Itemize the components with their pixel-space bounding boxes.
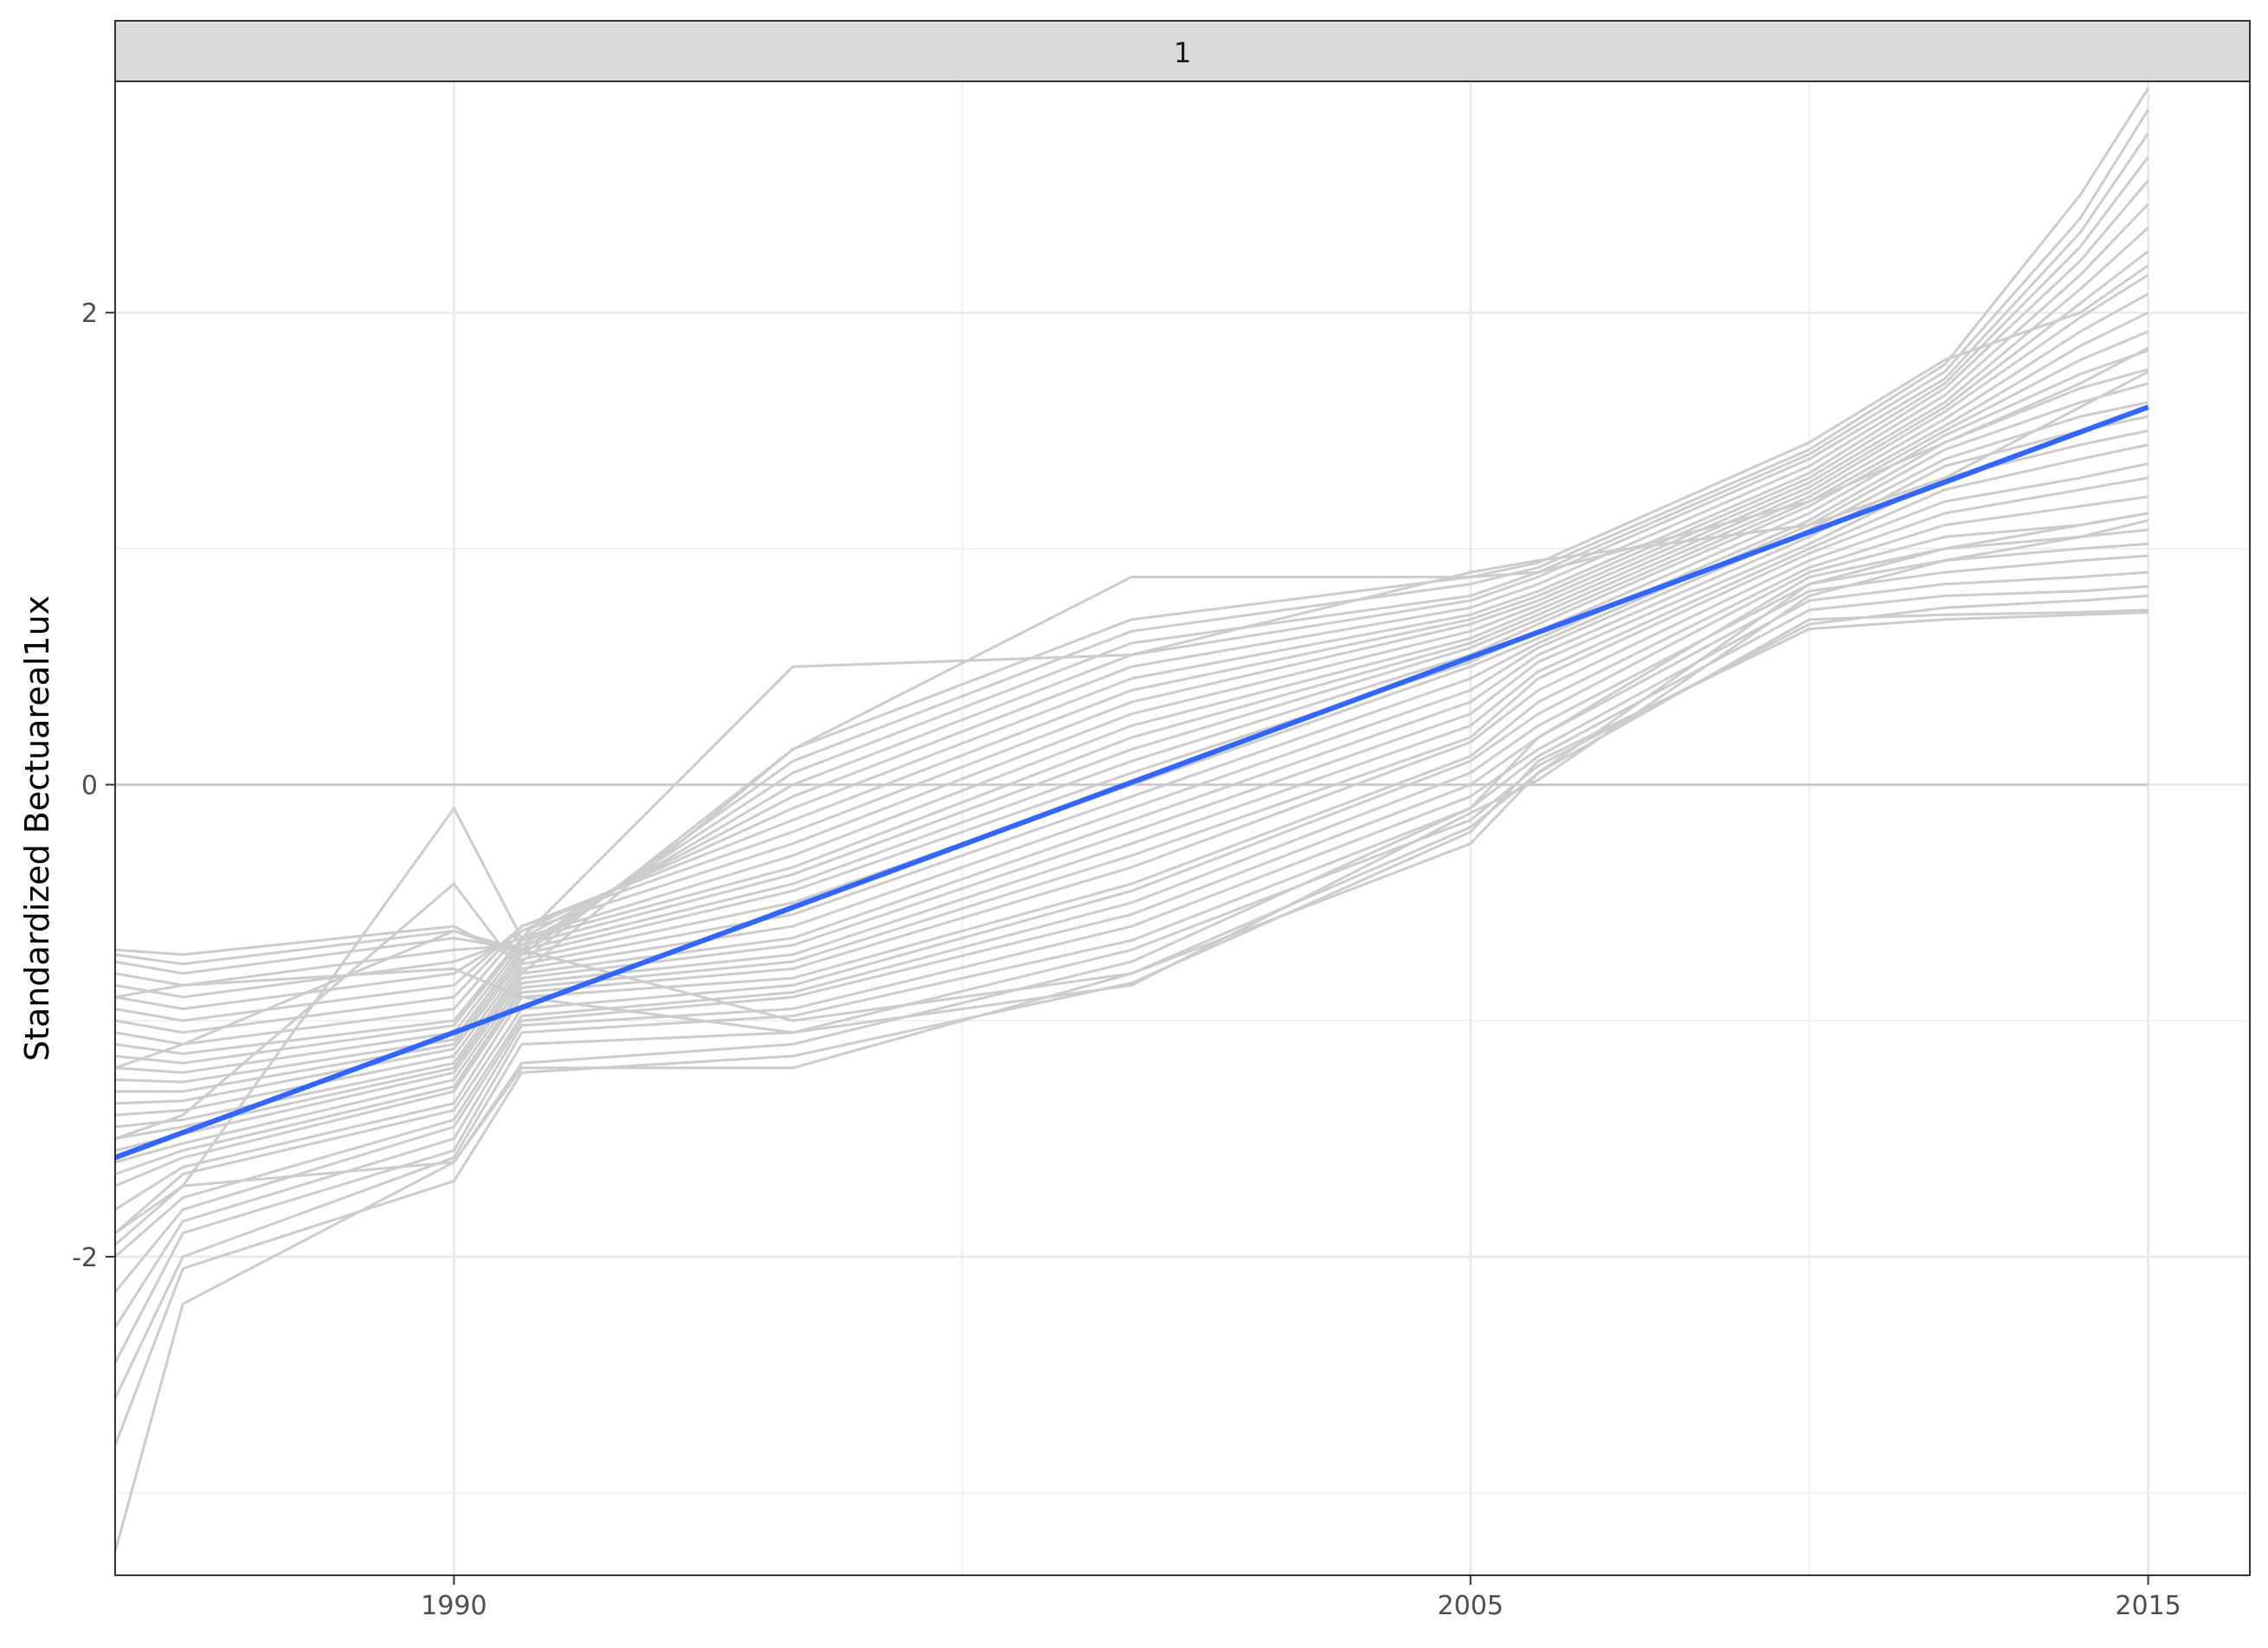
trend-line-group xyxy=(113,404,2149,1161)
series-line xyxy=(114,156,2149,999)
y-axis: -2 0 2 xyxy=(72,299,115,1273)
series-line xyxy=(114,250,2149,1046)
trend-line xyxy=(113,404,2149,1161)
facet-strip xyxy=(114,20,2251,82)
series-line xyxy=(114,87,2149,966)
plot-panel xyxy=(115,81,2250,1575)
series-line xyxy=(113,570,2149,1329)
series-line xyxy=(114,179,2149,1011)
y-tick-label: -2 xyxy=(72,1243,98,1273)
series-line xyxy=(114,108,2149,975)
panel-border xyxy=(114,80,2251,1576)
facet-strip-label: 1 xyxy=(1174,36,1191,69)
series-line xyxy=(114,203,2149,1022)
series-line xyxy=(114,382,2149,1117)
series-line xyxy=(114,462,2149,1175)
series-line xyxy=(114,495,2149,1211)
series-line xyxy=(114,542,2149,1259)
y-axis-title: Standardized Bectuareal1ux xyxy=(18,595,56,1061)
series-lines xyxy=(113,87,2149,1553)
x-tick-label: 2005 xyxy=(1438,1591,1504,1621)
series-line xyxy=(113,554,2149,1293)
series-line xyxy=(114,132,2149,987)
series-line xyxy=(114,264,2149,963)
series-line xyxy=(114,226,2149,1034)
series-line xyxy=(114,518,2149,1034)
series-line xyxy=(114,512,2149,1234)
series-line xyxy=(114,370,2149,1234)
series-line xyxy=(114,415,2149,1141)
series-line xyxy=(114,274,2149,1055)
series-line xyxy=(114,346,2149,1141)
series-line xyxy=(114,293,2149,1065)
y-tick-label: 2 xyxy=(81,299,98,329)
series-line xyxy=(114,401,2149,1129)
series-line xyxy=(114,528,2149,1246)
series-line xyxy=(114,311,2149,1074)
series-line xyxy=(113,585,2149,1364)
series-line xyxy=(113,611,2149,1446)
y-tick-label: 0 xyxy=(81,771,98,801)
x-tick-label: 1990 xyxy=(421,1591,486,1621)
series-line xyxy=(114,476,2149,1188)
x-axis: 1990 2005 2015 xyxy=(421,1575,2181,1621)
x-tick-label: 2015 xyxy=(2115,1591,2181,1621)
